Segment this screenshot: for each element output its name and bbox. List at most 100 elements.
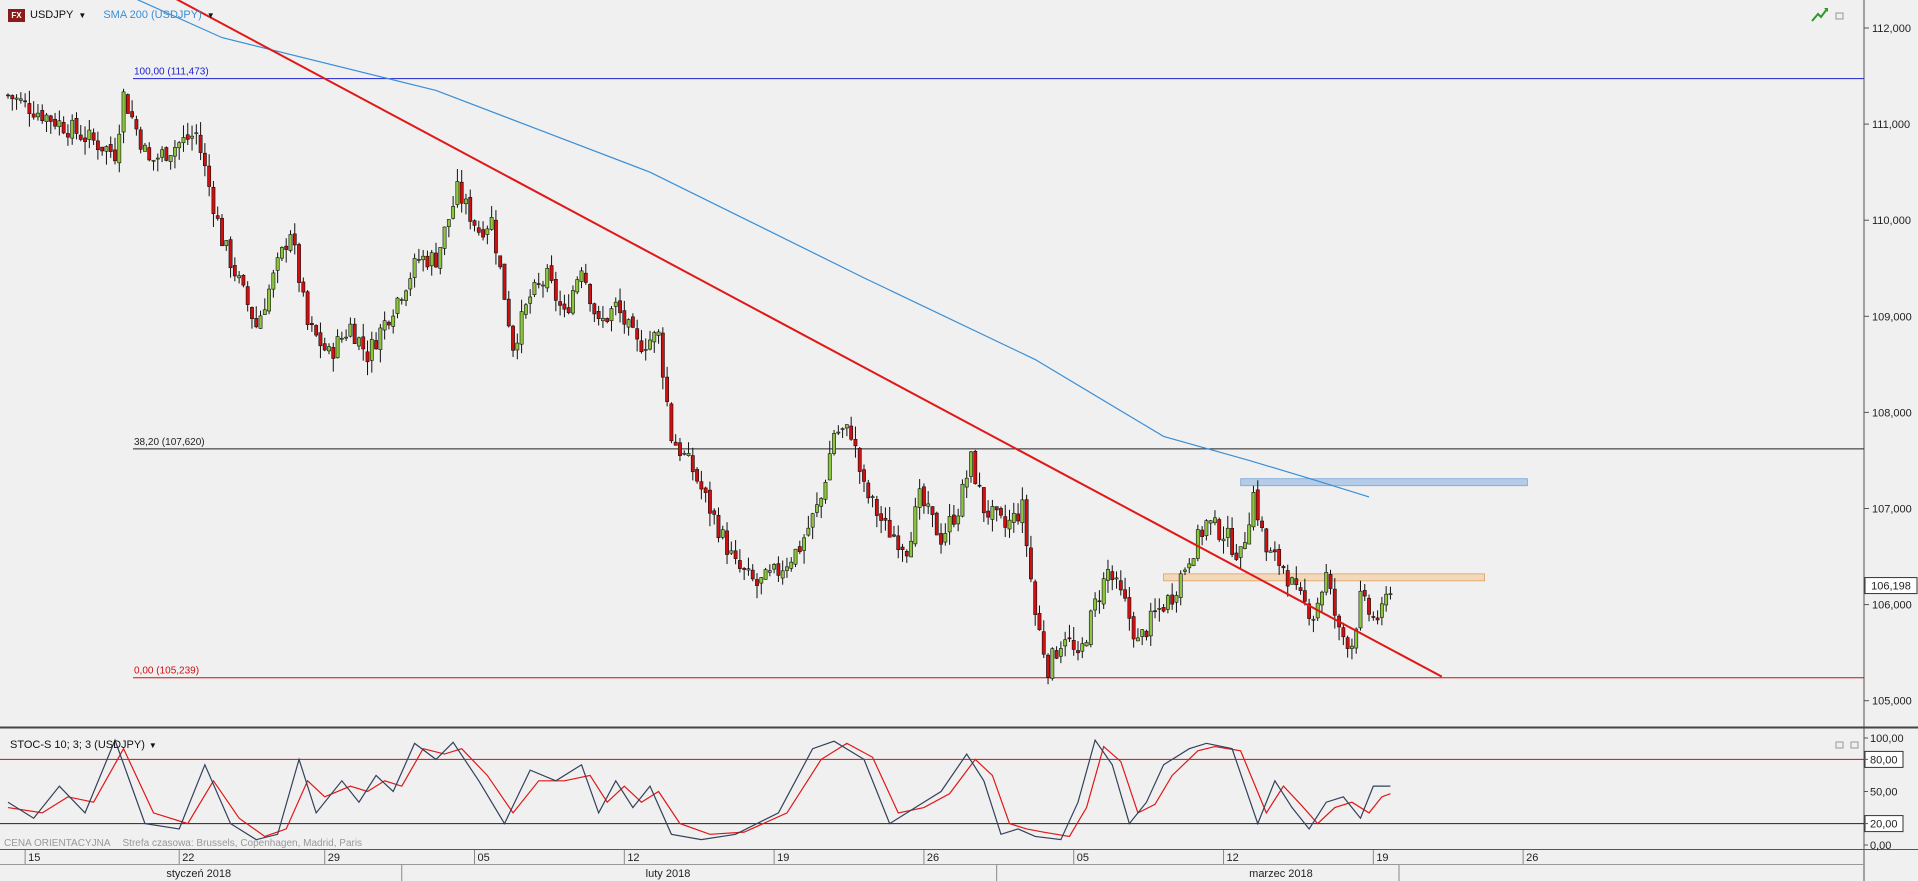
sma-200-line[interactable] [8,0,1370,498]
candle-up [947,516,952,533]
candle-up [143,144,147,152]
time-axis[interactable]: 15 22 29 05 12 19 26 05 12 19 26 styczeń 2018 luty 2… [24,850,1538,881]
candle-up [1350,645,1354,649]
highlight-zones[interactable] [1163,478,1528,582]
candle-down [459,181,464,204]
candle-down [1118,580,1123,591]
candle-down [1345,637,1350,649]
stoch-restore-icon[interactable] [1835,741,1844,749]
fibonacci-levels[interactable]: 100,00 (111,473) 38,20 (107,620) 0,00 (105… [133,67,1864,679]
sma-200-path[interactable] [8,0,1370,498]
candle-up [151,159,156,162]
day-tick-label: 05 [478,852,490,864]
zone-rect[interactable] [1163,573,1485,582]
candle-up [1148,610,1153,637]
candle-down [202,152,207,167]
candle-down [185,134,190,140]
candle-down [1332,588,1337,616]
zone-rect[interactable] [1240,478,1528,487]
candle-down [1131,616,1136,640]
candle-down [678,442,682,456]
fib-level-label: 100,00 (111,473) [134,67,209,78]
price-axis[interactable]: 112,000 111,000 110,000 109,000 108,000 107,0… [1864,23,1912,708]
symbol-dropdown-icon[interactable]: ▼ [78,10,87,20]
candle-down [660,332,665,378]
candle-up [519,311,524,345]
candle-down [750,569,755,580]
candle-up [763,569,768,580]
stoch-header[interactable]: STOC-S 10; 3; 3 (USDJPY) ▼ [10,739,157,751]
candle-down [904,550,909,557]
candle-down [1307,603,1312,619]
candle-up [442,226,447,249]
candle-down [95,140,100,151]
candle-down [1067,637,1072,640]
candle-down [1046,654,1050,678]
candle-down [1302,590,1307,602]
candle-down [506,298,511,327]
candle-down [939,533,943,545]
day-tick-label: 19 [1376,852,1388,864]
candle-down [1029,547,1033,580]
candle-up [70,119,75,139]
candle-down [951,514,956,525]
candle-down [215,215,220,219]
candle-down [314,325,319,336]
candle-down [292,233,297,246]
indicator-name[interactable]: SMA 200 (USDJPY) [103,9,202,21]
candlestick-series [6,88,1393,685]
candle-up [258,315,263,329]
candle-up [1080,643,1085,652]
candle-up [348,323,353,337]
candle-up [601,318,605,322]
candle-down [596,311,601,320]
trendline[interactable] [51,0,1443,678]
candle-up [832,433,836,454]
candle-down [994,506,999,511]
candle-down [618,300,622,314]
candle-up [275,257,280,271]
stoch-close-icon[interactable] [1850,741,1859,749]
candle-up [515,342,520,351]
candle-up [168,155,173,162]
candle-up [344,336,349,339]
candle-down [562,303,567,310]
candle-down [1294,578,1299,586]
candle-up [802,537,806,551]
stochastic-panel[interactable] [0,738,1864,841]
candle-up [789,561,794,569]
main-plot-area[interactable] [0,0,1864,728]
candle-down [879,513,884,521]
candle-down [10,95,15,100]
candle-down [27,103,32,114]
candle-up [1195,529,1200,559]
candle-up [926,503,931,507]
candle-up [416,259,421,261]
stoch-label[interactable]: STOC-S 10; 3; 3 (USDJPY) [10,739,145,751]
candle-up [421,255,426,261]
footer-info: CENA ORIENTACYJNA Strefa czasowa: Brusse… [4,838,362,849]
candle-down [999,508,1003,516]
candle-up [960,483,965,517]
candle-down [588,284,592,305]
symbol-name[interactable]: USDJPY [30,9,74,21]
candle-up [1354,628,1359,649]
candle-down [1371,616,1376,618]
candle-up [1243,542,1247,549]
candle-up [1174,595,1179,603]
day-tick-label: 15 [28,852,40,864]
stoch-k-line[interactable] [7,738,1391,841]
restore-window-icon[interactable] [1835,12,1844,20]
trendline-path[interactable] [51,0,1443,678]
candle-down [665,376,670,402]
symbol-header[interactable]: FX USDJPY ▼ SMA 200 (USDJPY) ▼ [8,7,215,23]
candle-up [1140,629,1145,637]
candle-down [1071,639,1076,650]
stoch-dropdown-icon[interactable]: ▼ [148,740,157,750]
candle-down [502,263,507,300]
stoch-d-line[interactable] [7,742,1391,838]
indicator-dropdown-icon[interactable]: ▼ [206,10,215,20]
trend-toggle-icon[interactable] [1811,8,1828,22]
